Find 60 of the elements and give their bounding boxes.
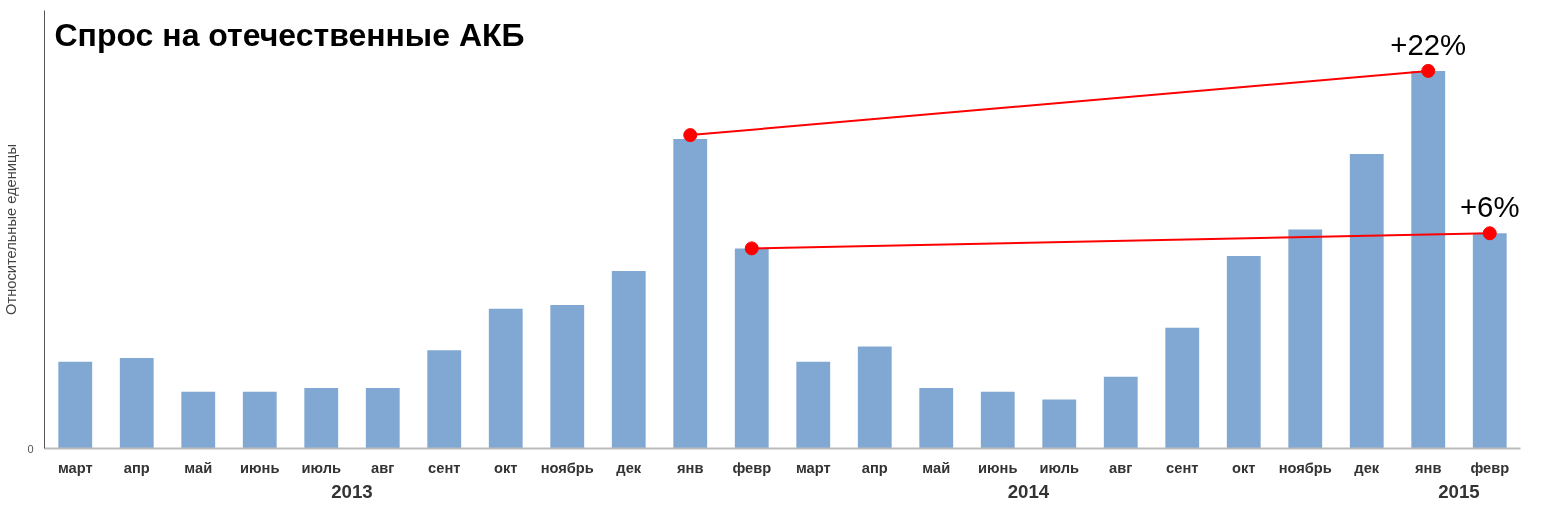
x-tick-label: сент [428,459,461,476]
bar [734,248,769,449]
bar [1226,255,1261,449]
bar [1411,70,1446,449]
x-tick-label: авг [1109,459,1133,476]
x-tick-label: июль [301,459,341,476]
bar [304,388,339,449]
text: 2013 [331,480,373,502]
bar [611,271,646,449]
bar [550,305,585,449]
x-tick-label: февр [732,459,772,476]
bar [119,357,154,449]
text: 2014 [1007,480,1050,502]
x-tick-label: май [922,459,951,476]
point [1421,63,1436,78]
point [744,241,759,256]
x-tick-label: июнь [240,459,280,476]
bar [796,361,831,449]
point [1482,226,1497,241]
x-tick-label: янв [1415,459,1442,476]
point [683,128,698,143]
bar [1042,399,1077,449]
x-tick-label: март [57,459,93,476]
x-tick-label: авг [371,459,395,476]
x-tick-label: июль [1039,459,1079,476]
bar [1349,153,1384,449]
x-tick-label: окт [1232,459,1256,476]
x-tick-label: март [795,459,831,476]
x-tick-label: окт [494,459,518,476]
x-tick-label: февр [1470,459,1510,476]
bar [365,388,400,449]
x-tick-label: дек [616,459,642,476]
x-tick-label: сент [1166,459,1199,476]
bar [181,391,216,449]
bar [980,391,1015,449]
x-tick-label: ноябрь [540,459,594,476]
text: 2015 [1438,480,1480,502]
bar [427,350,462,449]
bar [919,388,954,449]
x-tick-label: июнь [978,459,1018,476]
bar [857,346,892,449]
series-label: +22% [1390,27,1467,61]
y-axis-title: Относительные еденицы [3,144,20,315]
series-label: +6% [1459,190,1520,224]
text: 0 [27,442,34,455]
x-tick-label: апр [861,459,888,476]
bar [673,138,708,449]
x-tick-label: апр [123,459,150,476]
bar [1472,233,1507,449]
bar [1103,376,1138,449]
bar [58,361,93,449]
x-tick-label: май [184,459,213,476]
bar [488,308,523,449]
x-tick-label: ноябрь [1278,459,1332,476]
bar [1165,327,1200,449]
x-tick-label: дек [1354,459,1380,476]
bar [242,391,277,449]
chart-title: Спрос на отечественные АКБ [54,16,525,53]
bar [1288,229,1323,449]
x-tick-label: янв [677,459,704,476]
